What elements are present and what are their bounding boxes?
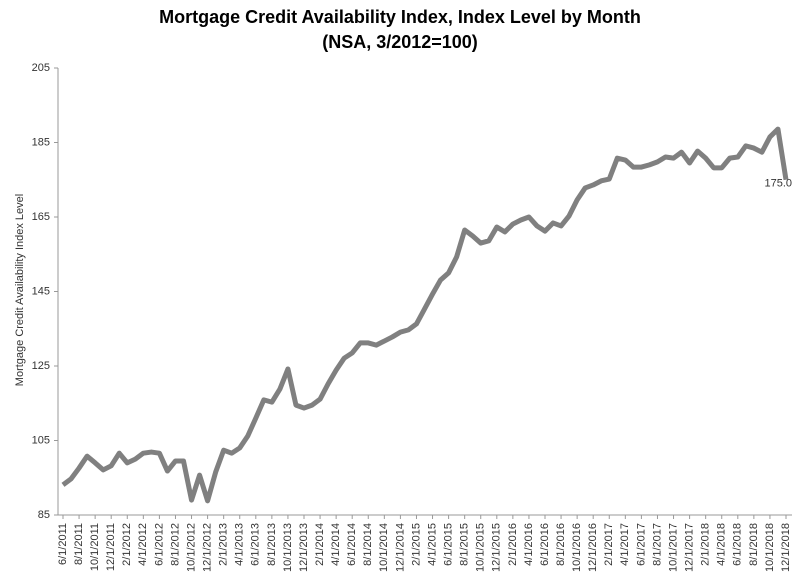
x-tick-label: 10/1/2011 xyxy=(89,523,101,571)
x-tick-label: 4/1/2018 xyxy=(716,523,728,566)
x-tick-label: 12/1/2013 xyxy=(298,523,310,572)
x-tick-label: 10/1/2012 xyxy=(185,523,197,572)
x-tick-label: 4/1/2015 xyxy=(426,523,438,566)
x-tick-label: 6/1/2015 xyxy=(443,523,455,566)
x-tick-label: 6/1/2017 xyxy=(635,523,647,566)
x-tick-label: 12/1/2012 xyxy=(202,523,214,572)
x-tick-label: 12/1/2011 xyxy=(105,523,117,571)
x-tick-label: 8/1/2013 xyxy=(266,523,278,566)
x-tick-label: 6/1/2016 xyxy=(539,523,551,566)
y-tick-label: 145 xyxy=(32,285,50,297)
y-tick-label: 205 xyxy=(32,62,50,74)
x-tick-label: 2/1/2014 xyxy=(314,523,326,566)
y-tick-label: 165 xyxy=(32,211,50,223)
x-tick-label: 8/1/2014 xyxy=(362,523,374,566)
x-tick-label: 8/1/2018 xyxy=(748,523,760,566)
x-tick-label: 4/1/2013 xyxy=(234,523,246,566)
y-tick-label: 185 xyxy=(32,136,50,148)
x-tick-label: 6/1/2018 xyxy=(732,523,744,566)
x-tick-label: 6/1/2014 xyxy=(346,523,358,566)
y-tick-label: 125 xyxy=(32,360,50,372)
x-tick-label: 12/1/2018 xyxy=(780,523,792,572)
x-tick-label: 8/1/2017 xyxy=(651,523,663,566)
x-tick-label: 12/1/2014 xyxy=(394,523,406,572)
x-tick-label: 12/1/2015 xyxy=(491,523,503,572)
x-tick-label: 4/1/2016 xyxy=(523,523,535,566)
x-tick-label: 10/1/2013 xyxy=(282,523,294,572)
y-tick-label: 105 xyxy=(32,434,50,446)
x-tick-label: 4/1/2012 xyxy=(137,523,149,566)
x-tick-label: 10/1/2014 xyxy=(378,523,390,572)
x-tick-label: 10/1/2017 xyxy=(667,523,679,572)
chart-title: Mortgage Credit Availability Index, Inde… xyxy=(159,7,641,27)
x-tick-label: 10/1/2015 xyxy=(475,523,487,572)
x-tick-label: 2/1/2018 xyxy=(700,523,712,566)
x-tick-label: 2/1/2013 xyxy=(218,523,230,566)
x-tick-label: 6/1/2013 xyxy=(250,523,262,566)
x-tick-label: 10/1/2016 xyxy=(571,523,583,572)
x-tick-label: 4/1/2014 xyxy=(330,523,342,566)
x-tick-label: 12/1/2017 xyxy=(684,523,696,572)
data-label: 175.0 xyxy=(764,178,792,190)
x-tick-label: 12/1/2016 xyxy=(587,523,599,572)
x-tick-label: 2/1/2012 xyxy=(121,523,133,566)
x-tick-label: 6/1/2012 xyxy=(153,523,165,566)
x-tick-label: 2/1/2016 xyxy=(507,523,519,566)
x-tick-label: 2/1/2015 xyxy=(410,523,422,566)
x-tick-label: 8/1/2012 xyxy=(169,523,181,566)
x-tick-label: 8/1/2016 xyxy=(555,523,567,566)
x-tick-label: 10/1/2018 xyxy=(764,523,776,572)
y-tick-label: 85 xyxy=(38,509,50,521)
x-tick-label: 8/1/2011 xyxy=(73,523,85,565)
chart-subtitle: (NSA, 3/2012=100) xyxy=(322,32,478,52)
x-tick-label: 8/1/2015 xyxy=(459,523,471,566)
y-axis-label: Mortgage Credit Availability Index Level xyxy=(14,194,26,386)
x-tick-label: 4/1/2017 xyxy=(619,523,631,566)
x-tick-label: 6/1/2011 xyxy=(57,523,69,565)
data-line xyxy=(61,126,789,504)
x-tick-label: 2/1/2017 xyxy=(603,523,615,566)
